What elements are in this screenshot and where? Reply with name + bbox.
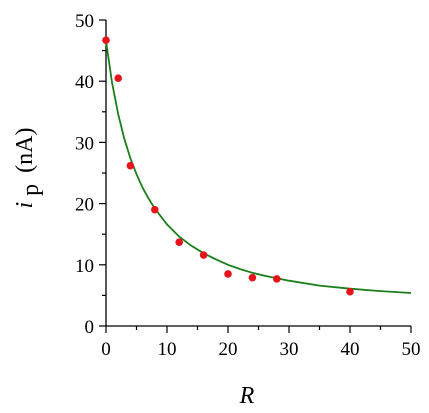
x-tick-label: 30	[280, 339, 299, 360]
y-axis-label-unit: (nA)	[12, 128, 38, 173]
x-tick-label: 50	[402, 339, 421, 360]
data-point	[248, 273, 257, 282]
x-axis-label: R	[239, 383, 255, 409]
data-point	[224, 270, 232, 278]
data-point	[151, 205, 159, 214]
data-point	[126, 161, 135, 170]
data-point	[199, 251, 208, 259]
data-points-layer	[102, 36, 354, 296]
y-tick-label: 20	[75, 195, 94, 216]
x-tick-label: 10	[158, 339, 177, 360]
fit-curve-layer	[105, 41, 412, 294]
data-point	[346, 287, 354, 296]
y-axis-label: i p (nA)	[12, 128, 44, 209]
y-tick-label: 40	[75, 72, 94, 93]
y-tick-label: 50	[75, 11, 94, 32]
data-point	[114, 74, 122, 82]
y-axis-label-subscript: p	[18, 184, 44, 196]
x-tick-label: 20	[219, 339, 238, 360]
y-tick-label: 0	[85, 317, 95, 338]
axes: 0 10 20 30 40 50 0 10 20 30 40 50	[75, 11, 421, 360]
data-point	[175, 238, 183, 246]
x-tick-label: 0	[101, 339, 111, 360]
y-axis-label-symbol: i	[12, 202, 38, 209]
y-tick-label: 10	[75, 256, 94, 277]
data-point	[273, 275, 281, 283]
y-tick-label: 30	[75, 133, 94, 154]
data-point	[102, 36, 110, 44]
x-tick-label: 40	[341, 339, 360, 360]
axis-labels: R i p (nA)	[12, 128, 255, 410]
fit-curve	[105, 41, 412, 294]
